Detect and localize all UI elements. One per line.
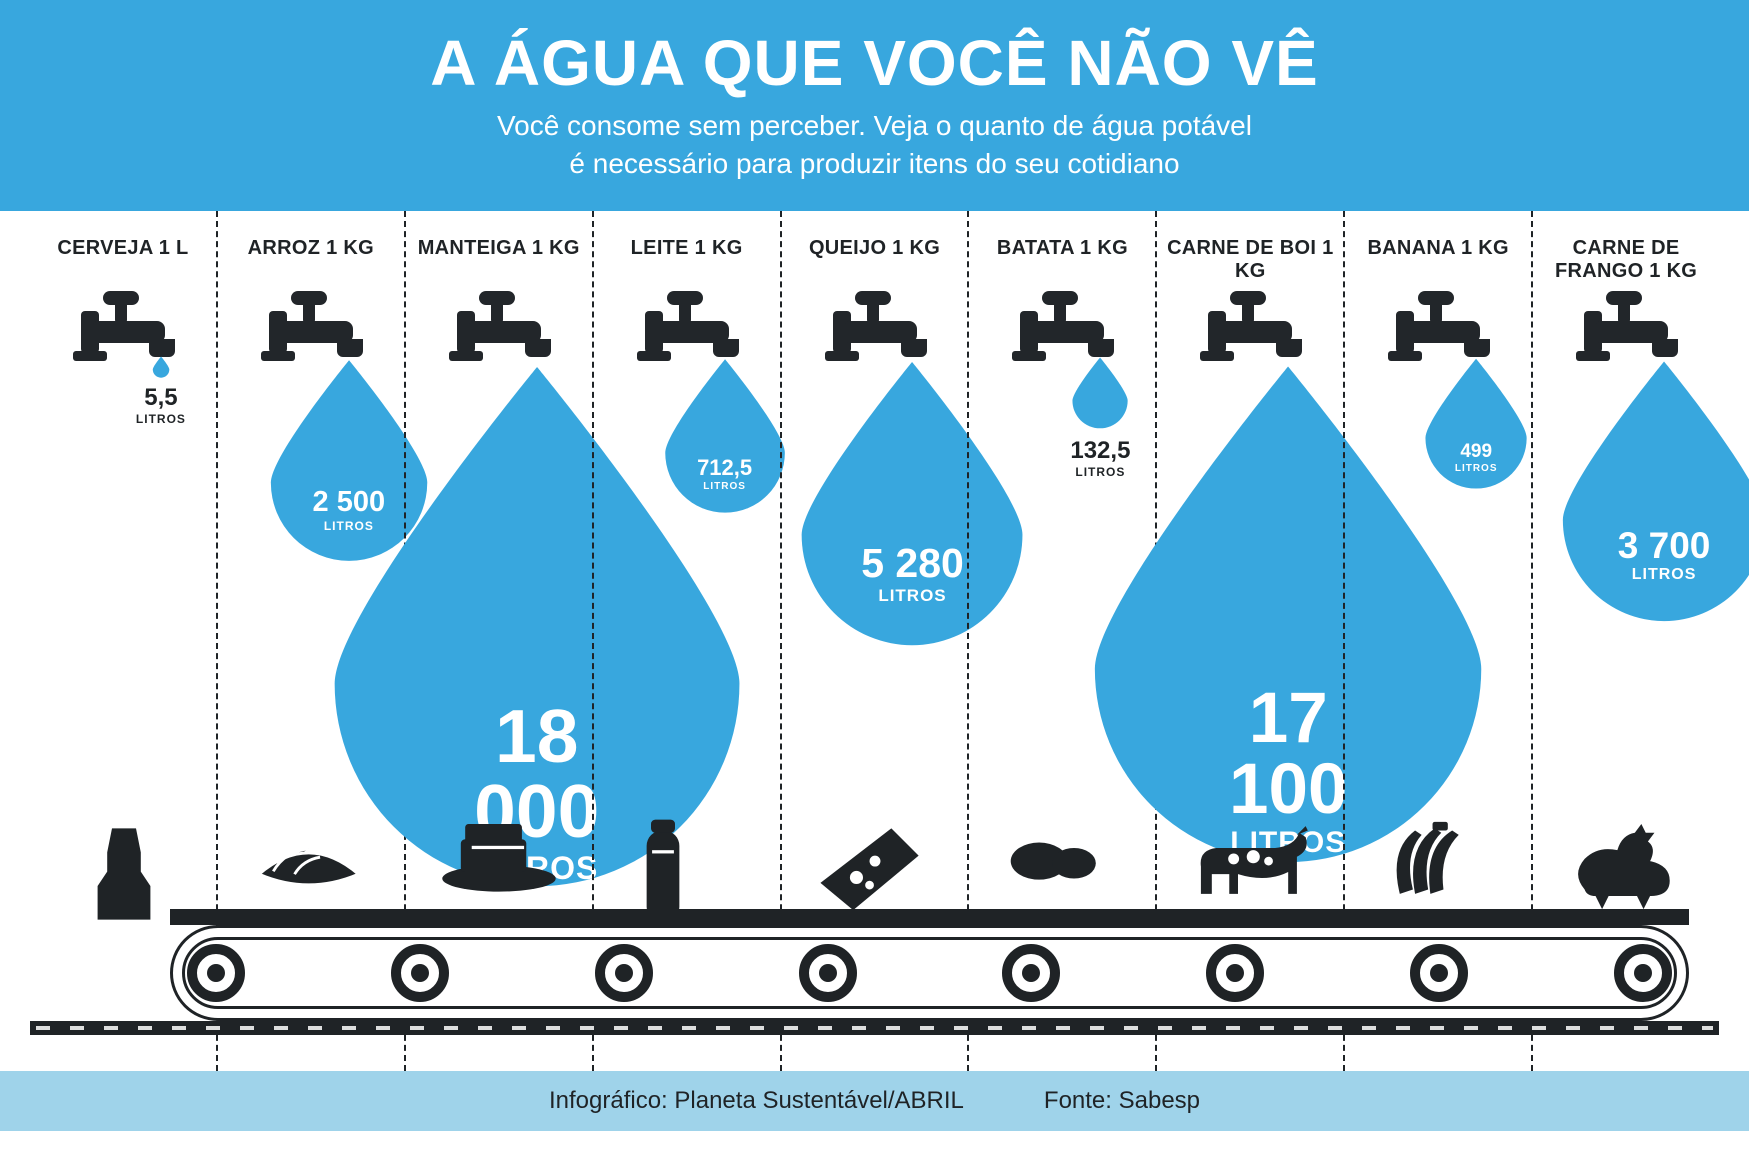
- drop-value-label: 3 700 LITROS: [1571, 527, 1749, 583]
- subtitle-line: é necessário para produzir itens do seu …: [569, 148, 1179, 179]
- water-drop-icon: [660, 356, 790, 519]
- conveyor: [30, 925, 1719, 1035]
- drop-value: 3 700: [1571, 527, 1749, 564]
- water-drop-icon: [1554, 356, 1749, 631]
- header: A ÁGUA QUE VOCÊ NÃO VÊ Você consome sem …: [0, 0, 1749, 211]
- conveyor-wheel: [1410, 944, 1468, 1002]
- subtitle-line: Você consome sem perceber. Veja o quanto…: [497, 110, 1252, 141]
- product-rice-icon: [218, 797, 406, 927]
- product-banana-icon: [1344, 797, 1532, 927]
- column-label: LEITE 1 KG: [594, 237, 780, 260]
- conveyor-wheel: [1002, 944, 1060, 1002]
- conveyor-wheel: [595, 944, 653, 1002]
- product-chicken-icon: [1531, 797, 1719, 927]
- column-label: BANANA 1 KG: [1345, 237, 1531, 260]
- conveyor-wheel: [1206, 944, 1264, 1002]
- product-butter-icon: [405, 797, 593, 927]
- drop-unit: LITROS: [1571, 567, 1749, 583]
- infographic-panel: CERVEJA 1 L5,5LITROSARROZ 1 KG2 500LITRO…: [0, 211, 1749, 1071]
- product-cheese-icon: [781, 797, 969, 927]
- footer-source: Fonte: Sabesp: [1044, 1087, 1200, 1115]
- footer: Infográfico: Planeta Sustentável/ABRIL F…: [0, 1071, 1749, 1131]
- conveyor-belt-top: [170, 909, 1689, 925]
- product-milk-icon: [593, 797, 781, 927]
- page-title: A ÁGUA QUE VOCÊ NÃO VÊ: [20, 30, 1729, 97]
- conveyor-wheel: [1614, 944, 1672, 1002]
- water-drop-icon: [152, 356, 170, 379]
- conveyor-wheel: [187, 944, 245, 1002]
- page-subtitle: Você consome sem perceber. Veja o quanto…: [20, 107, 1729, 183]
- column-label: ARROZ 1 KG: [218, 237, 404, 260]
- conveyor-wheel: [391, 944, 449, 1002]
- column-label: CARNE DE BOI 1 KG: [1157, 237, 1343, 283]
- column-label: CERVEJA 1 L: [30, 237, 216, 260]
- product-silhouettes: [30, 797, 1719, 927]
- conveyor-belt-bottom: [30, 1021, 1719, 1035]
- footer-credit: Infográfico: Planeta Sustentável/ABRIL: [549, 1087, 964, 1115]
- conveyor-tracks: [170, 925, 1689, 1021]
- product-beer-icon: [30, 797, 218, 927]
- conveyor-wheel: [799, 944, 857, 1002]
- water-drop: 3 700 LITROS: [1571, 356, 1749, 631]
- product-cow-icon: [1156, 797, 1344, 927]
- product-potato-icon: [968, 797, 1156, 927]
- column-label: MANTEIGA 1 KG: [406, 237, 592, 260]
- column-label: BATATA 1 KG: [969, 237, 1155, 260]
- column-label: QUEIJO 1 KG: [782, 237, 968, 260]
- column-label: CARNE DE FRANGO 1 KG: [1533, 237, 1719, 283]
